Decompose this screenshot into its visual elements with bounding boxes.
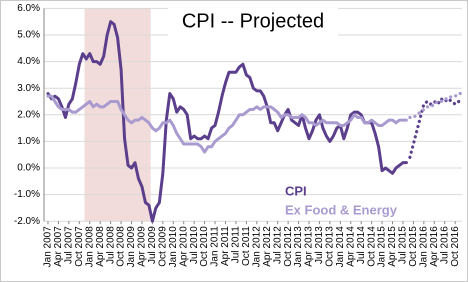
- x-tick-label: Apr 2012: [262, 226, 273, 267]
- x-tick-label: Oct 2009: [157, 226, 168, 267]
- x-tick-label: Apr 2013: [304, 226, 315, 267]
- x-tick-label: Jul 2007: [64, 226, 75, 264]
- x-tick-label: Oct 2015: [408, 226, 419, 267]
- x-tick-label: Jul 2008: [105, 226, 116, 264]
- x-tick-label: Jul 2016: [439, 226, 450, 264]
- x-tick-label: Jan 2015: [377, 226, 388, 268]
- x-tick-label: Jan 2013: [293, 226, 304, 268]
- x-tick-label: Apr 2008: [95, 226, 106, 267]
- x-tick-label: Apr 2007: [53, 226, 64, 267]
- x-tick-label: Jan 2011: [210, 226, 221, 267]
- y-tick-label: 0.0%: [17, 163, 40, 174]
- x-tick-label: Apr 2011: [220, 226, 231, 266]
- x-tick-label: Jan 2016: [418, 226, 429, 268]
- x-tick-label: Jan 2009: [126, 226, 137, 268]
- chart-title: CPI -- Projected: [182, 10, 324, 32]
- series-line: [46, 94, 408, 154]
- x-tick-label: Jan 2012: [251, 226, 262, 268]
- x-tick-label: Oct 2016: [450, 226, 461, 267]
- x-tick-label: Jul 2013: [314, 226, 325, 264]
- x-tick-label: Apr 2010: [178, 226, 189, 267]
- x-tick-label: Jan 2014: [335, 226, 346, 268]
- series-line: [46, 20, 408, 223]
- x-tick-label: Jul 2009: [147, 226, 158, 264]
- legend-label: CPI: [285, 183, 307, 198]
- x-tick-label: Jul 2012: [272, 226, 283, 264]
- x-tick-label: Oct 2014: [366, 226, 377, 267]
- x-tick-label: Apr 2016: [429, 226, 440, 267]
- y-tick-label: -2.0%: [14, 216, 40, 227]
- x-tick-label: Jul 2011: [231, 226, 242, 264]
- x-tick-label: Oct 2013: [325, 226, 336, 267]
- y-tick-label: -1.0%: [14, 189, 40, 200]
- y-tick-label: 4.0%: [17, 56, 40, 67]
- title-box: [168, 8, 338, 36]
- projected-line: [408, 91, 464, 120]
- x-tick-label: Oct 2010: [199, 226, 210, 267]
- legend-label: Ex Food & Energy: [285, 202, 398, 217]
- x-tick-label: Jan 2008: [84, 226, 95, 268]
- y-tick-label: 1.0%: [17, 136, 40, 147]
- y-tick-label: 5.0%: [17, 30, 40, 41]
- x-tick-label: Oct 2011: [241, 226, 252, 266]
- y-tick-label: 2.0%: [17, 109, 40, 120]
- x-tick-label: Apr 2009: [137, 226, 148, 267]
- y-tick-label: 3.0%: [17, 83, 40, 94]
- x-tick-label: Jan 2010: [168, 226, 179, 268]
- x-tick-label: Jan 2007: [43, 226, 54, 268]
- plot-lines: [46, 20, 464, 223]
- x-tick-label: Jul 2015: [398, 226, 409, 264]
- legend: CPI Ex Food & Energy: [285, 183, 398, 217]
- x-tick-label: Jul 2014: [356, 226, 367, 264]
- x-tick-label: Oct 2008: [116, 226, 127, 267]
- x-tick-label: Jul 2010: [189, 226, 200, 264]
- x-tick-label: Oct 2012: [283, 226, 294, 267]
- y-tick-label: 6.0%: [17, 3, 40, 14]
- x-tick-label: Apr 2015: [387, 226, 398, 267]
- x-tick-label: Oct 2007: [74, 226, 85, 267]
- x-tick-label: Apr 2014: [345, 226, 356, 267]
